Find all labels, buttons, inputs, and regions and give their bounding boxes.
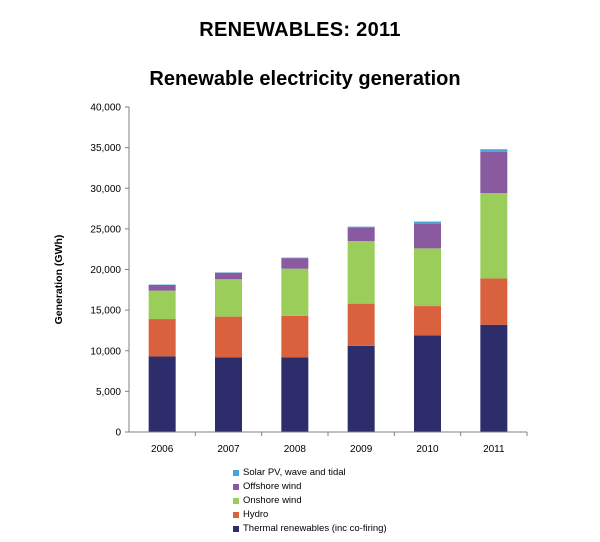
y-tick-label: 15,000 <box>90 306 121 317</box>
legend-item: Thermal renewables (inc co-firing) <box>233 522 387 536</box>
legend-swatch <box>233 484 239 490</box>
x-tick-label: 2010 <box>416 444 439 455</box>
y-tick-label: 0 <box>115 428 121 439</box>
legend-swatch <box>233 526 239 532</box>
legend-label: Thermal renewables (inc co-firing) <box>243 523 387 534</box>
y-tick-label: 10,000 <box>90 346 121 357</box>
legend-swatch <box>233 512 239 518</box>
bar-segment-2008-series-2 <box>281 315 309 358</box>
y-axis-label: Generation (GWh) <box>53 235 65 325</box>
bar-segment-2010-series-3 <box>414 248 441 307</box>
bar-segment-2009-series-1 <box>347 345 375 432</box>
legend-item: Onshore wind <box>233 494 387 508</box>
bar-segment-2008-series-1 <box>281 357 309 432</box>
legend-item: Hydro <box>233 508 387 522</box>
chart-title: Renewable electricity generation <box>149 68 461 90</box>
legend-label: Solar PV, wave and tidal <box>243 467 346 478</box>
legend-item: Offshore wind <box>233 480 387 494</box>
bar-segment-2006-series-1 <box>148 356 176 432</box>
bar-segment-2009-series-3 <box>347 241 375 304</box>
bar-segment-2008-series-3 <box>281 268 309 316</box>
legend-swatch <box>233 470 239 476</box>
bar-segment-2009-series-5 <box>347 226 375 228</box>
bar-segment-2007-series-3 <box>215 279 242 317</box>
bar-segment-2010-series-1 <box>414 335 441 432</box>
bar-segment-2010-series-4 <box>414 224 441 249</box>
y-tick-label: 40,000 <box>90 103 121 114</box>
bar-segment-2006-series-4 <box>148 284 176 291</box>
y-tick-label: 30,000 <box>90 184 121 195</box>
legend-label: Hydro <box>243 509 269 520</box>
bar-segment-2011-series-5 <box>480 149 508 152</box>
bar-segment-2006-series-2 <box>148 319 176 357</box>
legend: Solar PV, wave and tidal Offshore wind Ons… <box>233 466 387 536</box>
legend-swatch <box>233 498 239 504</box>
y-tick-label: 5,000 <box>96 387 121 398</box>
bar-segment-2010-series-2 <box>414 306 441 336</box>
bars <box>148 149 508 432</box>
y-axis-ticks: 0 5,000 10,000 15,000 20,000 25,000 30,000 35,0… <box>90 103 129 439</box>
x-tick-label: 2007 <box>217 444 240 455</box>
bar-segment-2010-series-5 <box>414 221 441 224</box>
bar-segment-2007-series-1 <box>215 357 242 432</box>
legend-label: Offshore wind <box>243 481 302 492</box>
bar-segment-2009-series-4 <box>347 227 375 242</box>
legend-item: Solar PV, wave and tidal <box>233 466 387 480</box>
x-tick-label: 2006 <box>151 444 174 455</box>
bar-segment-2011-series-1 <box>480 324 508 432</box>
y-tick-label: 20,000 <box>90 265 121 276</box>
legend-label: Onshore wind <box>243 495 302 506</box>
y-tick-label: 25,000 <box>90 224 121 235</box>
bar-segment-2007-series-2 <box>215 316 242 358</box>
x-axis-ticks: 2006 2007 2008 2009 2010 2011 <box>151 432 528 455</box>
x-tick-label: 2009 <box>350 444 373 455</box>
bar-segment-2008-series-4 <box>281 258 309 269</box>
bar-segment-2011-series-2 <box>480 278 508 325</box>
bar-segment-2007-series-4 <box>215 272 242 280</box>
bar-segment-2006-series-3 <box>148 290 176 320</box>
y-tick-label: 35,000 <box>90 143 121 154</box>
bar-segment-2009-series-2 <box>347 303 375 346</box>
page-title: RENEWABLES: 2011 <box>199 19 401 41</box>
x-tick-label: 2011 <box>483 444 505 455</box>
x-tick-label: 2008 <box>284 444 307 455</box>
bar-segment-2011-series-3 <box>480 193 508 279</box>
bar-segment-2011-series-4 <box>480 151 508 194</box>
